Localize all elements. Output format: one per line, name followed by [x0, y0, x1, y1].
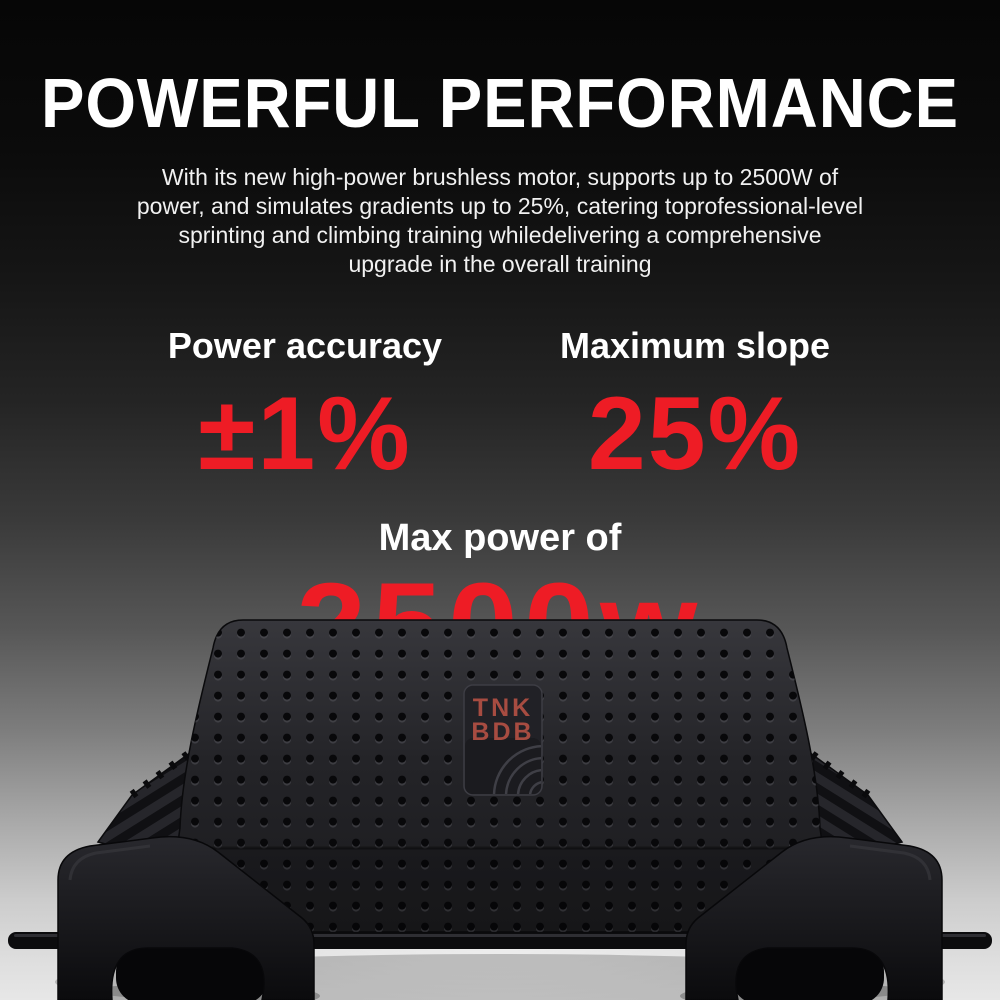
- max-power-label: Max power of: [378, 517, 622, 559]
- foot-left: [57, 835, 315, 1000]
- description-line-4: upgrade in the overall training: [348, 251, 652, 277]
- description-line-1: With its new high-power brushless motor,…: [161, 164, 839, 190]
- stat-power-accuracy: Power accuracy ±1%: [85, 326, 525, 486]
- foot-right-highlight: [849, 844, 932, 881]
- description-line-2: power, and simulates gradients up to 25%…: [136, 193, 864, 219]
- roller-left: [116, 946, 268, 1000]
- page-title: POWERFUL PERFORMANCE: [41, 64, 959, 142]
- foot-left-highlight: [68, 844, 151, 881]
- stat-maximum-slope-label: Maximum slope: [559, 325, 831, 366]
- stat-power-accuracy-value: ±1%: [198, 375, 412, 492]
- brand-text-tnk: TNK: [473, 694, 533, 722]
- product-description: With its new high-power brushless motor,…: [0, 163, 1000, 279]
- brand-text-bdb: BDB: [471, 718, 534, 746]
- product-image: TNK BDB: [8, 619, 992, 1000]
- description-line-3: sprinting and climbing training whiledel…: [178, 222, 822, 248]
- foot-right: [685, 835, 943, 1000]
- stat-maximum-slope: Maximum slope 25%: [475, 326, 915, 486]
- stat-power-accuracy-label: Power accuracy: [167, 325, 443, 366]
- brand-badge: TNK BDB: [463, 684, 543, 796]
- roller-right: [732, 946, 884, 1000]
- stat-maximum-slope-value: 25%: [587, 375, 803, 492]
